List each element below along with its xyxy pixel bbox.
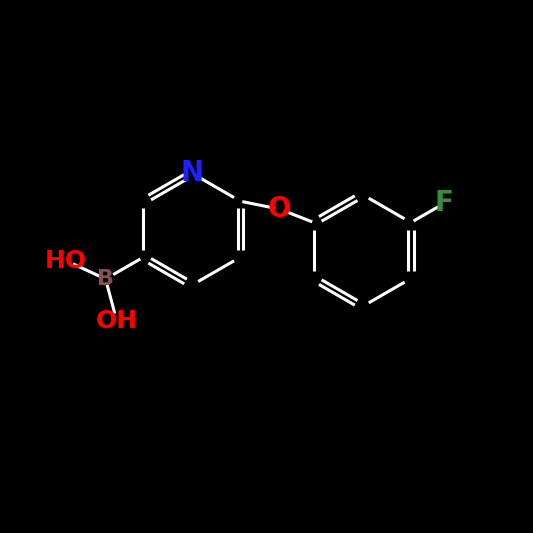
Text: B: B bbox=[97, 269, 114, 289]
Text: O: O bbox=[268, 195, 292, 223]
Text: OH: OH bbox=[96, 309, 138, 333]
Text: HO: HO bbox=[45, 248, 87, 272]
Text: F: F bbox=[435, 189, 454, 217]
Text: N: N bbox=[180, 159, 204, 187]
